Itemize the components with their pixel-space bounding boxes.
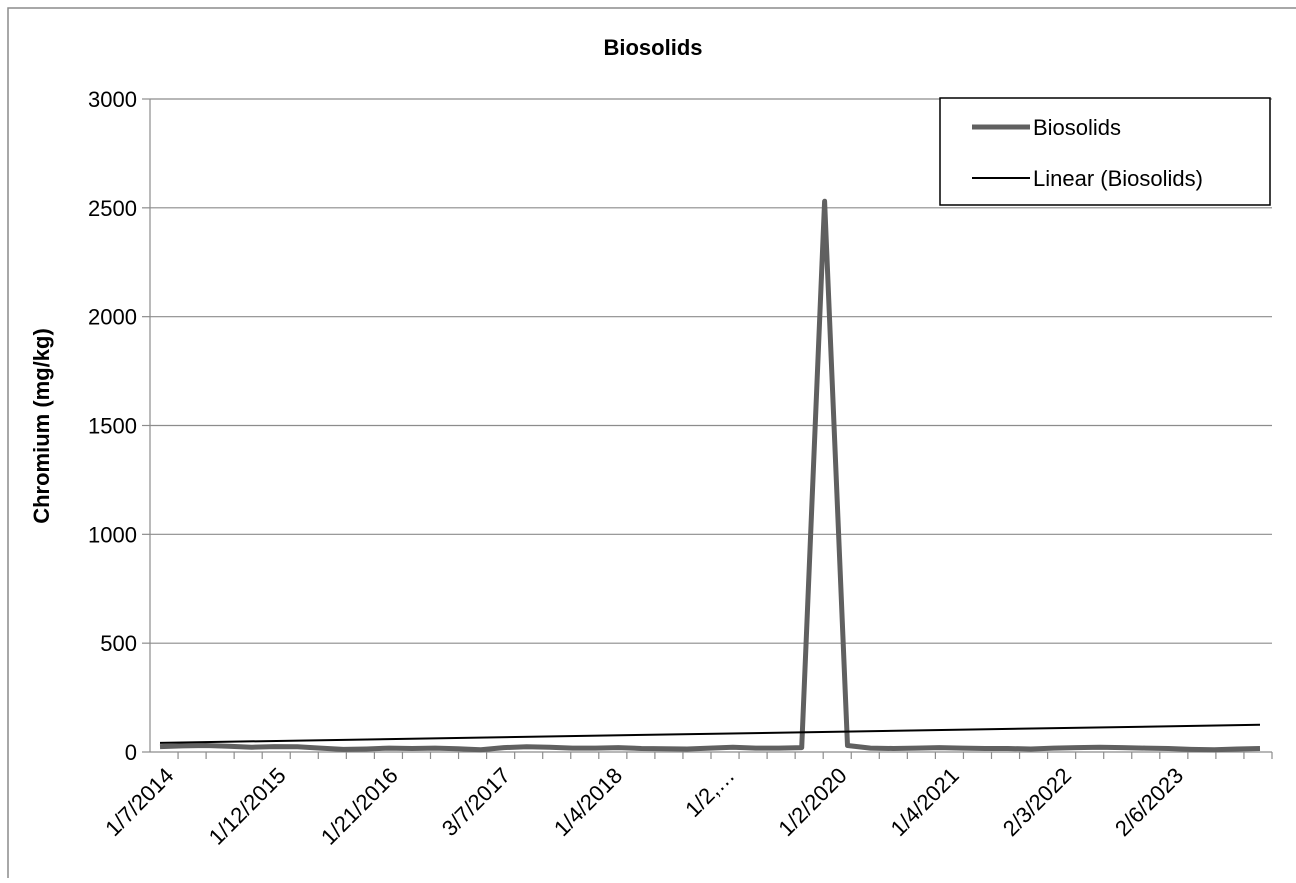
y-axis-label: Chromium (mg/kg) bbox=[29, 328, 54, 524]
series-line-biosolids bbox=[159, 198, 1261, 753]
y-tick-label: 1500 bbox=[88, 414, 137, 439]
chart-title: Biosolids bbox=[603, 35, 702, 60]
series-line-linear-biosolids bbox=[159, 723, 1261, 744]
grid-layer bbox=[150, 98, 1272, 644]
series-layer bbox=[159, 198, 1261, 753]
y-axis: 0 500 1000 1500 2000 2500 3000 bbox=[88, 87, 151, 765]
y-tick-label: 2000 bbox=[88, 305, 137, 330]
legend-box bbox=[939, 97, 1271, 206]
legend: Biosolids Linear (Biosolids) bbox=[939, 97, 1271, 206]
y-tick-label: 1000 bbox=[88, 522, 137, 547]
legend-label-biosolids: Biosolids bbox=[1033, 115, 1121, 140]
y-tick-label: 500 bbox=[100, 631, 137, 656]
y-tick-label: 3000 bbox=[88, 87, 137, 112]
legend-label-linear: Linear (Biosolids) bbox=[1033, 166, 1203, 191]
y-tick-label: 0 bbox=[125, 740, 137, 765]
y-tick-label: 2500 bbox=[88, 196, 137, 221]
